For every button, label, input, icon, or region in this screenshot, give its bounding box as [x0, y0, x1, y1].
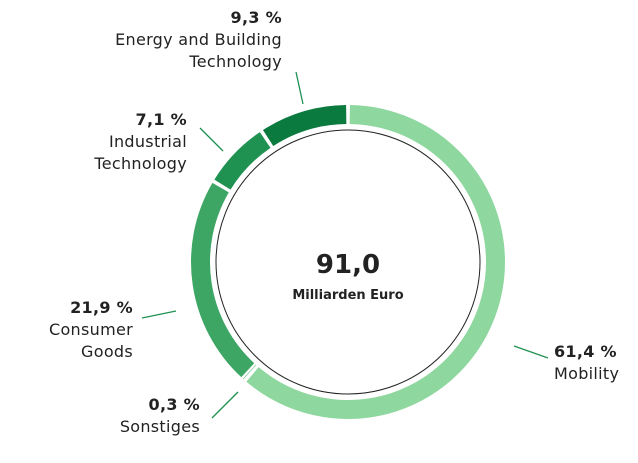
leader-line [199, 127, 224, 152]
value-label: 0,3 % [148, 395, 200, 414]
category-label: Mobility [554, 364, 620, 383]
category-label: Industrial Technology [94, 132, 187, 173]
center-value: 91,0 [315, 250, 381, 280]
leader-line [141, 310, 177, 319]
segment-label: 21,9 % Consumer Goods [20, 297, 133, 363]
category-label: Energy and Building Technology [115, 30, 282, 71]
segment-label: 7,1 % Industrial Technology [60, 109, 187, 175]
donut-segment [243, 364, 257, 380]
segment-label: 9,3 % Energy and Building Technology [60, 7, 282, 73]
leader-line [513, 345, 549, 359]
segment-label: 0,3 % Sonstiges [60, 394, 200, 438]
donut-segment [191, 182, 255, 378]
inner-circle [215, 129, 481, 395]
value-label: 9,3 % [230, 8, 282, 27]
donut-segment [246, 105, 506, 420]
leader-line [295, 71, 304, 105]
value-label: 61,4 % [554, 342, 617, 361]
donut-segment [262, 105, 347, 146]
center-label: Milliarden Euro [292, 288, 404, 303]
leader-line [211, 391, 239, 419]
category-label: Sonstiges [119, 417, 200, 436]
category-label: Consumer Goods [49, 320, 133, 361]
donut-segment [214, 132, 271, 190]
value-label: 21,9 % [70, 298, 133, 317]
value-label: 7,1 % [135, 110, 187, 129]
segment-label: 61,4 % Mobility [554, 341, 638, 385]
